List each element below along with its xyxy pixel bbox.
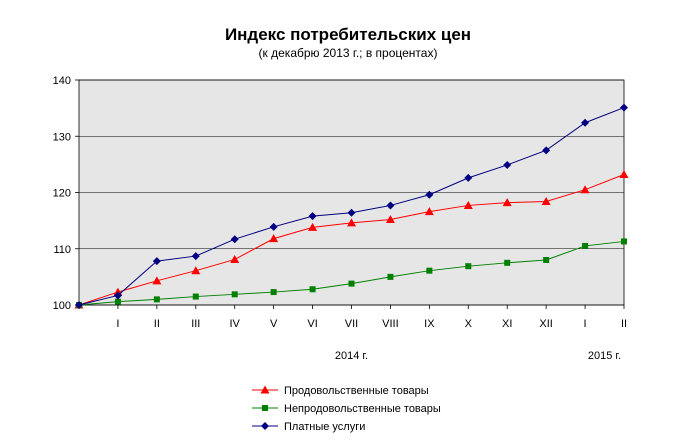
data-point bbox=[619, 170, 629, 178]
year-label: 2015 г. bbox=[588, 350, 621, 362]
legend-label: Непродовольственные товары bbox=[284, 403, 441, 415]
x-tick-label: IX bbox=[424, 318, 435, 330]
data-point bbox=[230, 254, 240, 263]
chart-title: Индекс потребительских цен bbox=[225, 25, 471, 44]
data-point bbox=[543, 257, 550, 263]
data-point bbox=[308, 212, 317, 221]
y-tick-label: 120 bbox=[53, 188, 71, 200]
data-point bbox=[191, 266, 201, 275]
x-tick-label: II bbox=[621, 318, 627, 330]
x-tick-label: XI bbox=[502, 318, 512, 330]
x-tick-labels: I II III IV V VI VII VIII IX X XI XII I II bbox=[116, 318, 627, 330]
data-point bbox=[152, 276, 162, 285]
legend-marker bbox=[261, 422, 269, 430]
data-point bbox=[191, 252, 200, 261]
x-tick-label: I bbox=[584, 318, 587, 330]
data-point bbox=[580, 185, 590, 194]
data-point bbox=[581, 118, 590, 127]
data-point bbox=[113, 291, 122, 300]
data-point bbox=[231, 291, 238, 298]
data-point bbox=[582, 242, 589, 249]
data-point bbox=[347, 208, 356, 217]
data-point bbox=[504, 259, 511, 266]
data-point bbox=[269, 222, 278, 231]
data-point bbox=[387, 273, 394, 280]
legend-marker bbox=[260, 385, 270, 394]
legend-item: Продовольственные товары bbox=[252, 385, 429, 397]
chart-subtitle: (к декабрю 2013 г.; в процентах) bbox=[259, 46, 438, 60]
y-tick-labels: 100 110 120 130 140 bbox=[53, 75, 71, 312]
y-tick-label: 130 bbox=[53, 131, 71, 143]
grid bbox=[79, 79, 624, 306]
x-tick-label: III bbox=[191, 318, 200, 330]
data-point bbox=[464, 173, 473, 182]
legend-label: Платные услуги bbox=[284, 421, 365, 433]
data-point bbox=[114, 298, 121, 305]
data-point bbox=[502, 198, 512, 207]
x-tick-label: VIII bbox=[382, 318, 399, 330]
data-point bbox=[347, 218, 356, 227]
x-tick-label: X bbox=[465, 318, 473, 330]
year-labels: 2014 г. 2015 г. bbox=[335, 350, 621, 362]
legend-label: Продовольственные товары bbox=[284, 385, 429, 397]
year-label: 2014 г. bbox=[335, 350, 368, 362]
data-point bbox=[463, 200, 473, 209]
x-tick-label: I bbox=[116, 318, 119, 330]
x-tick-label: IV bbox=[230, 318, 241, 330]
series-group bbox=[74, 103, 629, 309]
x-tick-label: VII bbox=[345, 318, 358, 330]
data-point bbox=[309, 286, 316, 293]
legend-item: Платные услуги bbox=[252, 421, 365, 433]
data-point bbox=[503, 160, 512, 169]
data-point bbox=[425, 190, 434, 199]
data-point bbox=[269, 234, 279, 243]
data-point bbox=[153, 296, 160, 303]
y-tick-label: 110 bbox=[53, 244, 71, 256]
data-point bbox=[230, 235, 239, 244]
x-tick-label: XII bbox=[539, 318, 552, 330]
data-point bbox=[620, 103, 628, 112]
data-point bbox=[385, 215, 395, 223]
data-point bbox=[426, 267, 433, 274]
data-point bbox=[542, 146, 551, 155]
x-tick-label: VI bbox=[307, 318, 317, 330]
x-tick-label: II bbox=[154, 318, 160, 330]
data-point bbox=[192, 293, 199, 300]
legend-marker bbox=[262, 405, 268, 411]
data-point bbox=[465, 263, 472, 270]
data-point bbox=[386, 201, 395, 210]
legend: Продовольственные товары Непродовольствен… bbox=[252, 385, 441, 433]
data-point bbox=[348, 280, 355, 287]
legend-item: Непродовольственные товары bbox=[252, 403, 441, 415]
data-point bbox=[424, 207, 434, 216]
data-point bbox=[541, 197, 551, 205]
data-point bbox=[152, 257, 161, 266]
y-tick-label: 100 bbox=[53, 300, 71, 312]
series-3 bbox=[75, 103, 628, 309]
data-point bbox=[75, 301, 83, 309]
x-tick-label: V bbox=[270, 318, 278, 330]
data-point bbox=[270, 289, 277, 296]
data-point bbox=[621, 238, 627, 245]
data-point bbox=[308, 222, 318, 231]
axes bbox=[75, 79, 625, 309]
y-tick-label: 140 bbox=[53, 75, 71, 87]
